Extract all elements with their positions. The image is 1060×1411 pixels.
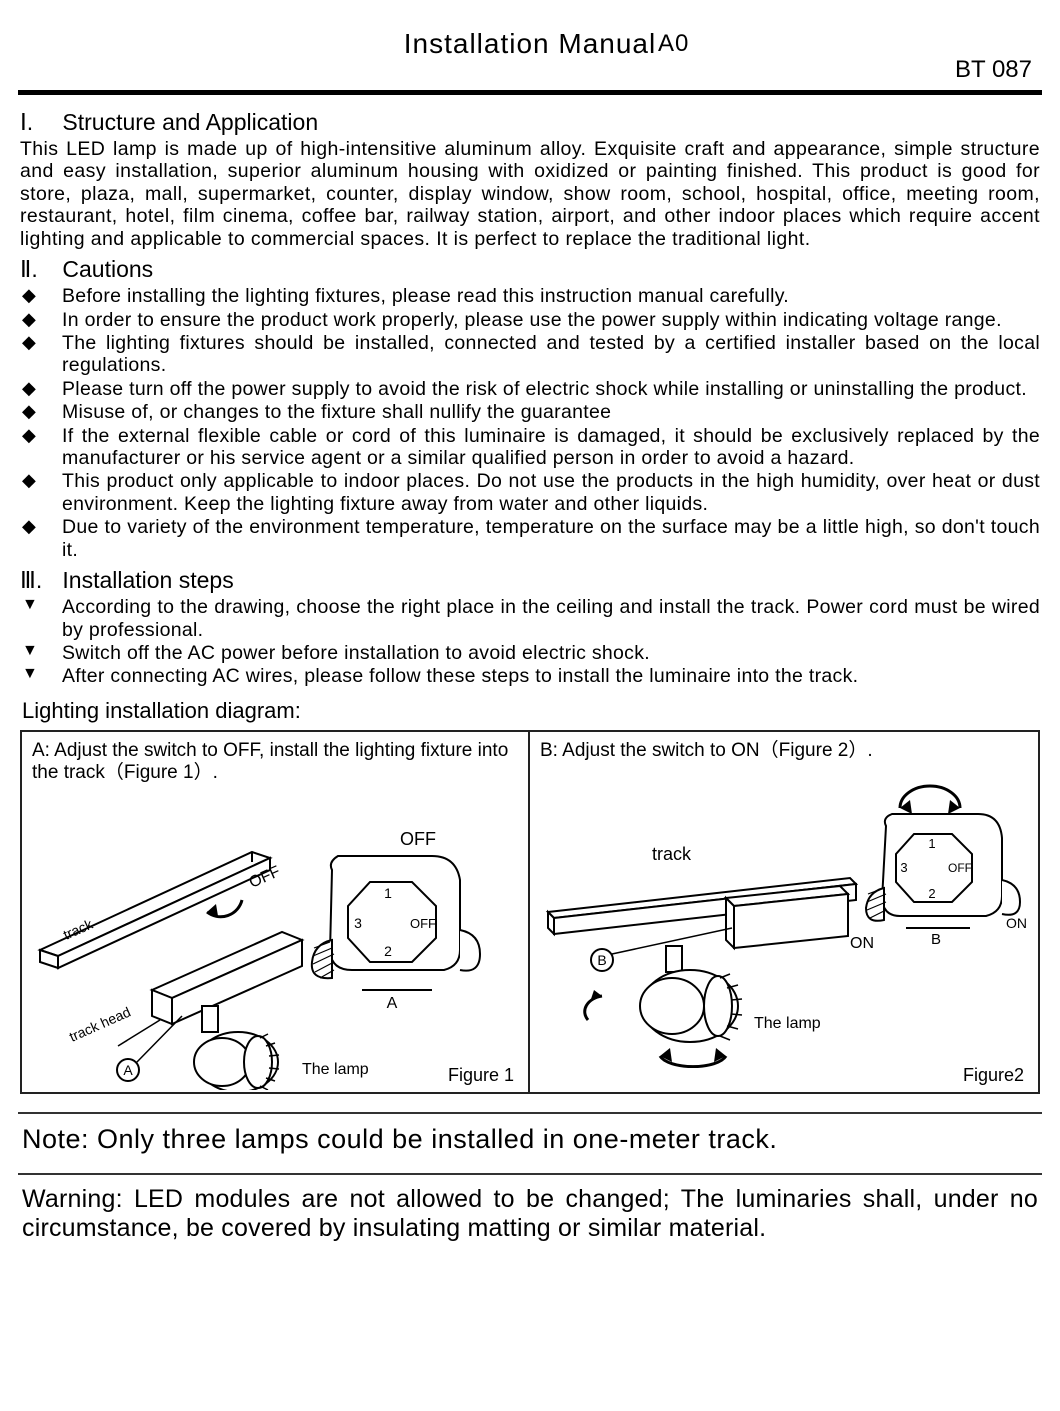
- caution-item: Before installing the lighting fixtures,…: [20, 285, 1040, 307]
- diagram-panel-b: B: Adjust the switch to ON（Figure 2）. tr…: [530, 732, 1038, 1092]
- panel-a-caption: A: Adjust the switch to OFF, install the…: [32, 740, 518, 784]
- roman-3: Ⅲ.: [20, 567, 56, 594]
- dial-b-off: OFF: [948, 861, 972, 875]
- install-step: Switch off the AC power before installat…: [20, 642, 1040, 664]
- page-title-row: Installation Manual A0: [18, 28, 1042, 60]
- on-label: ON: [850, 935, 874, 952]
- section-3-title: Installation steps: [62, 567, 233, 593]
- caution-item: The lighting fixtures should be installe…: [20, 332, 1040, 377]
- diagram-subhead: Lighting installation diagram:: [22, 698, 1042, 724]
- note-text: Note: Only three lamps could be installe…: [22, 1124, 1038, 1155]
- section-2-title: Cautions: [62, 256, 153, 282]
- section-1-title: Structure and Application: [62, 109, 318, 135]
- section-1-body: This LED lamp is made up of high-intensi…: [20, 138, 1040, 250]
- dial-a-2: 2: [384, 943, 392, 959]
- section-2-heading: Ⅱ. Cautions: [20, 256, 1042, 283]
- install-steps-list: According to the drawing, choose the rig…: [18, 596, 1042, 688]
- dial-b-1: 1: [928, 836, 935, 851]
- marker-b: B: [597, 952, 606, 968]
- section-1-heading: Ⅰ. Structure and Application: [20, 109, 1042, 136]
- marker-a: A: [123, 1062, 133, 1078]
- cautions-list: Before installing the lighting fixtures,…: [18, 285, 1042, 561]
- install-step: After connecting AC wires, please follow…: [20, 665, 1040, 687]
- roman-2: Ⅱ.: [20, 256, 56, 283]
- dial-b: [866, 814, 1020, 921]
- track-head-label: track head: [67, 1003, 133, 1044]
- the-lamp-label-b: The lamp: [754, 1015, 821, 1032]
- dial-a-3: 3: [354, 915, 362, 931]
- figure-1-label: Figure 1: [448, 1065, 514, 1086]
- figure-2-svg: track B ON: [540, 768, 1030, 1068]
- header-rule: [18, 90, 1042, 95]
- dial-b-3: 3: [900, 860, 907, 875]
- dial-a: [312, 856, 480, 978]
- track-label-b: track: [652, 844, 692, 864]
- caution-item: This product only applicable to indoor p…: [20, 470, 1040, 515]
- caution-item: Due to variety of the environment temper…: [20, 516, 1040, 561]
- dial-b-2: 2: [928, 886, 935, 901]
- dial-a-1: 1: [384, 885, 392, 901]
- section-3-heading: Ⅲ. Installation steps: [20, 567, 1042, 594]
- caution-item: In order to ensure the product work prop…: [20, 309, 1040, 331]
- the-lamp-label-a: The lamp: [302, 1061, 369, 1078]
- roman-1: Ⅰ.: [20, 109, 56, 136]
- model-number: BT 087: [18, 56, 1042, 84]
- rule-after-note: [18, 1173, 1042, 1175]
- diagram-container: A: Adjust the switch to OFF, install the…: [20, 730, 1040, 1094]
- caution-item: Please turn off the power supply to avoi…: [20, 378, 1040, 400]
- off-label-top: OFF: [400, 829, 436, 849]
- dial-b-on: ON: [1006, 915, 1027, 931]
- revision-label: A0: [658, 30, 689, 58]
- figure-2-label: Figure2: [963, 1065, 1024, 1086]
- panel-b-caption: B: Adjust the switch to ON（Figure 2）.: [540, 740, 1028, 762]
- caution-item: Misuse of, or changes to the fixture sha…: [20, 401, 1040, 423]
- warning-text: Warning: LED modules are not allowed to …: [22, 1185, 1038, 1244]
- caution-item: If the external flexible cable or cord o…: [20, 425, 1040, 470]
- page-title: Installation Manual: [404, 28, 656, 59]
- dial-a-under: A: [387, 995, 398, 1012]
- figure-1-svg: track OFF track head A: [32, 790, 522, 1090]
- install-step: According to the drawing, choose the rig…: [20, 596, 1040, 641]
- dial-b-under: B: [931, 931, 941, 948]
- rule-after-diagram: [18, 1112, 1042, 1114]
- diagram-panel-a: A: Adjust the switch to OFF, install the…: [22, 732, 530, 1092]
- dial-a-off: OFF: [410, 916, 436, 931]
